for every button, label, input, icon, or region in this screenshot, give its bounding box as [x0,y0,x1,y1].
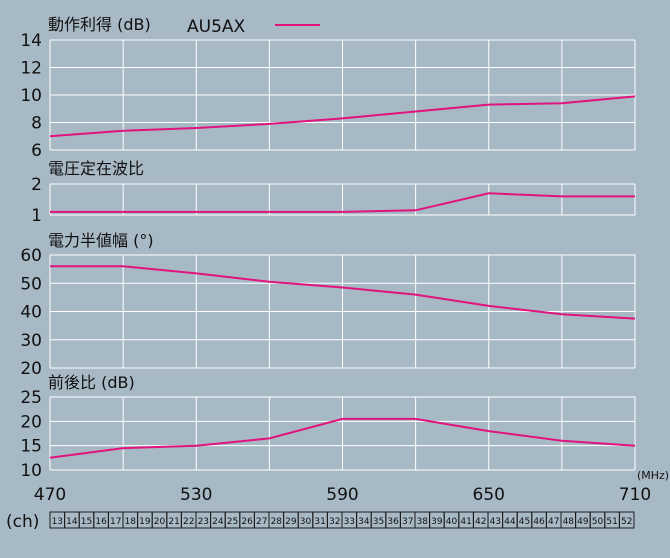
y-tick-label: 60 [20,246,42,266]
channel-number: 28 [271,517,283,527]
channel-number: 22 [183,517,194,527]
channel-number: 15 [81,517,92,527]
channel-number: 30 [300,517,312,527]
channel-number: 25 [227,517,238,527]
channel-number: 36 [387,517,399,527]
channel-number: 43 [490,517,501,527]
channel-number: 42 [475,517,486,527]
channel-number: 29 [285,517,297,527]
x-tick-label: 650 [473,485,505,505]
x-tick-label: 590 [326,485,358,505]
vswr-series [50,192,635,213]
channel-number: 23 [198,517,209,527]
channel-number: 44 [504,517,516,527]
y-tick-label: 12 [20,59,42,79]
y-tick-label: 10 [20,461,42,481]
y-tick-label: 30 [20,331,42,351]
channel-number: 50 [592,517,604,527]
channel-number: 14 [66,517,78,527]
channel-number: 32 [329,517,340,527]
channel-number: 13 [52,517,63,527]
channel-number: 38 [417,517,429,527]
y-tick-label: 50 [20,274,42,294]
y-tick-label: 8 [31,114,42,134]
beamwidth-title: 電力半値幅 (°) [48,231,154,250]
y-tick-label: 20 [20,359,42,379]
channel-number: 39 [431,517,443,527]
channel-number: 27 [256,517,267,527]
x-tick-label: 470 [34,485,66,505]
fb-ratio-title: 前後比 (dB) [48,373,135,392]
channel-number: 16 [95,517,107,527]
x-tick-label: 710 [619,485,651,505]
channel-number: 48 [563,517,575,527]
gain-series [49,95,636,138]
y-tick-label: 20 [20,412,42,432]
channel-cell [618,511,635,529]
channel-number: 52 [621,517,632,527]
channel-number: 47 [548,517,559,527]
x-tick-label: 530 [180,485,212,505]
channel-number: 24 [212,517,224,527]
channel-number: 31 [314,517,325,527]
y-tick-label: 40 [20,303,42,323]
channel-number: 26 [241,517,253,527]
gain-title: 動作利得 (dB) [48,15,151,34]
channel-number: 33 [344,517,355,527]
y-tick-label: 10 [20,86,42,106]
legend-label: AU5AX [187,17,246,37]
y-tick-label: 14 [20,31,42,51]
channel-number: 20 [154,517,166,527]
channel-number: 35 [373,517,384,527]
beamwidth-series [50,265,636,320]
channel-number: 18 [125,517,137,527]
channel-number: 46 [533,517,545,527]
x-unit-label: (MHz) [637,469,669,482]
vswr-title: 電圧定在波比 [48,159,144,178]
channel-number: 45 [519,517,530,527]
channel-number: 41 [460,517,471,527]
y-tick-label: 1 [31,206,42,226]
y-tick-label: 15 [20,437,42,457]
channel-number: 40 [446,517,458,527]
fb-ratio-series [49,417,636,459]
channel-number: 19 [139,517,151,527]
y-tick-label: 6 [31,141,42,161]
channel-number: 17 [110,517,121,527]
channel-number: 49 [577,517,589,527]
channel-number: 34 [358,517,370,527]
y-tick-label: 25 [20,388,42,408]
channel-number: 21 [168,517,179,527]
y-tick-label: 2 [31,175,42,195]
channel-number: 51 [606,517,617,527]
channel-number: 37 [402,517,413,527]
channel-label: (ch) [6,512,39,532]
